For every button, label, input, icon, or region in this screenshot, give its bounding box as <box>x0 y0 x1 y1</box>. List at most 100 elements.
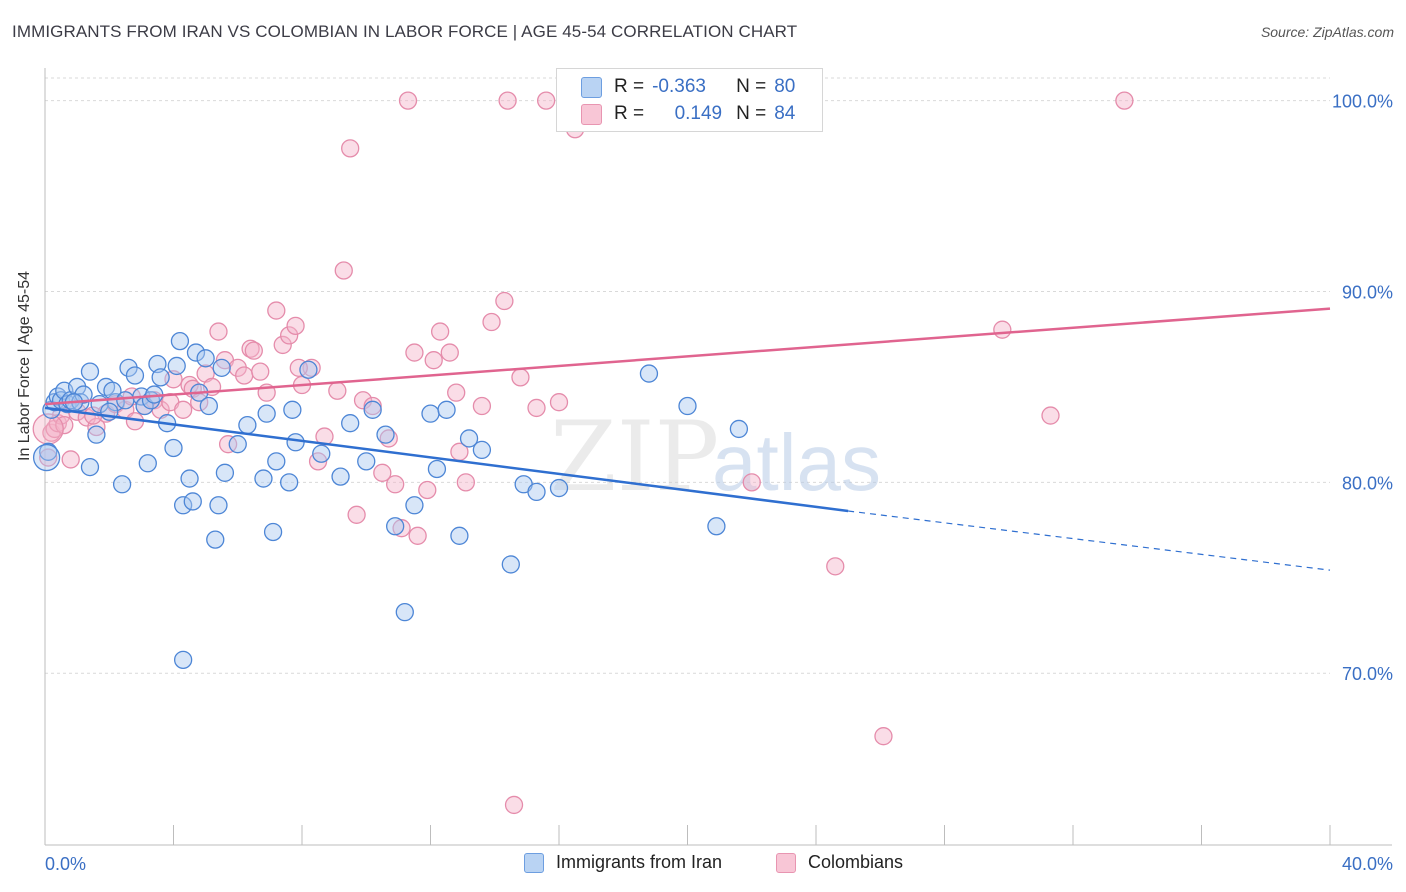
legend-item-iran[interactable]: Immigrants from Iran <box>524 852 722 873</box>
point-iran <box>116 391 135 410</box>
watermark-atlas: atlas <box>712 418 881 507</box>
watermark-zip: ZIP <box>550 401 719 513</box>
tick-labels: 70.0% 80.0% 90.0% 100.0% 0.0% 40.0% <box>45 92 1393 874</box>
trend-lines <box>44 307 1331 571</box>
legend-n-label-iran: N = <box>736 76 767 97</box>
point-iran <box>312 444 331 463</box>
point-iran <box>527 482 546 502</box>
correlation-legend: R = -0.363 N = 80 R = 0.149 N = 84 <box>556 68 823 132</box>
x-tick-label: 40.0% <box>1342 854 1393 874</box>
point-colombians <box>482 312 501 332</box>
point-iran <box>180 469 199 488</box>
point-colombians <box>430 322 450 341</box>
point-colombians <box>447 383 466 402</box>
trend-line-iran <box>44 406 849 513</box>
point-colombians <box>472 396 492 416</box>
point-colombians <box>244 341 263 360</box>
point-colombians <box>549 393 569 412</box>
legend-n-value-colombians: 84 <box>774 103 796 124</box>
point-iran <box>386 517 405 536</box>
series-legend: Immigrants from Iran Colombians <box>0 852 1406 878</box>
point-colombians <box>527 398 546 418</box>
point-iran <box>257 404 276 423</box>
point-iran <box>341 414 360 433</box>
x-tick-label: 0.0% <box>45 854 86 874</box>
point-colombians <box>286 316 305 335</box>
point-iran <box>331 467 350 486</box>
point-iran <box>170 331 190 351</box>
point-colombians <box>241 339 260 358</box>
legend-label-colombians: Colombians <box>808 852 904 872</box>
point-iran <box>267 452 286 471</box>
point-colombians <box>302 358 321 377</box>
point-colombians <box>386 475 405 494</box>
point-colombians <box>267 301 286 320</box>
point-iran <box>450 526 469 545</box>
point-iran <box>263 522 283 542</box>
point-iran <box>209 496 228 515</box>
point-colombians <box>279 326 299 345</box>
point-colombians <box>173 400 193 419</box>
point-colombians <box>251 362 270 381</box>
point-colombians <box>408 526 427 545</box>
legend-n-label-colombians: N = <box>736 103 767 124</box>
point-colombians <box>424 351 443 370</box>
point-colombians <box>504 795 524 815</box>
point-iran <box>173 496 193 515</box>
source-note: Source: ZipAtlas.com <box>1260 24 1394 40</box>
point-iran <box>74 385 93 404</box>
point-colombians <box>315 427 334 446</box>
legend-row-iran: R = -0.363 N = 80 <box>581 75 795 99</box>
point-colombians <box>61 450 80 469</box>
legend-n-value-iran: 80 <box>774 76 796 97</box>
point-iran <box>148 354 167 374</box>
point-colombians <box>334 261 353 280</box>
legend-swatch-iran <box>581 76 602 98</box>
point-iran <box>186 343 206 362</box>
point-colombians <box>87 417 106 437</box>
point-iran <box>206 530 225 549</box>
legend-swatch-colombians <box>581 103 602 125</box>
watermark: ZIP atlas <box>550 401 881 513</box>
y-tick-label: 90.0% <box>1342 282 1393 302</box>
legend-swatch-iran-bottom <box>524 852 544 873</box>
point-iran <box>549 478 569 498</box>
point-colombians <box>1115 91 1134 110</box>
point-colombians <box>55 415 74 435</box>
point-iran <box>215 463 235 482</box>
point-iran <box>395 602 414 622</box>
point-iran <box>80 362 100 381</box>
point-colombians <box>498 91 517 110</box>
point-iran <box>501 555 520 574</box>
legend-row-colombians: R = 0.149 N = 84 <box>581 102 795 126</box>
point-iran <box>112 475 132 494</box>
legend-swatch-colombians-bottom <box>776 852 796 873</box>
point-iran <box>238 415 257 435</box>
point-colombians <box>218 435 238 454</box>
point-colombians <box>373 463 392 482</box>
point-iran <box>39 442 58 461</box>
legend-item-colombians[interactable]: Colombians <box>776 852 903 873</box>
legend-r-value-iran: -0.363 <box>652 76 706 97</box>
point-iran <box>125 366 145 385</box>
point-colombians <box>495 291 514 311</box>
point-colombians <box>39 448 58 467</box>
point-colombians <box>874 727 893 746</box>
point-iran <box>376 425 395 444</box>
point-iran <box>639 364 659 383</box>
point-iran <box>196 349 215 368</box>
point-iran <box>729 419 749 439</box>
point-iran <box>199 396 218 416</box>
point-iran <box>678 396 697 416</box>
point-colombians <box>235 366 254 385</box>
point-iran <box>167 356 186 376</box>
legend-r-value-colombians: 0.149 <box>674 103 723 124</box>
point-colombians <box>273 335 292 355</box>
point-colombians <box>398 91 418 110</box>
trend-line-iran-projection <box>848 510 1331 571</box>
point-iran <box>228 435 247 454</box>
legend-r-label-iran: R = <box>614 76 645 97</box>
point-colombians <box>405 343 424 362</box>
point-colombians <box>347 505 366 524</box>
point-colombians <box>418 480 437 500</box>
